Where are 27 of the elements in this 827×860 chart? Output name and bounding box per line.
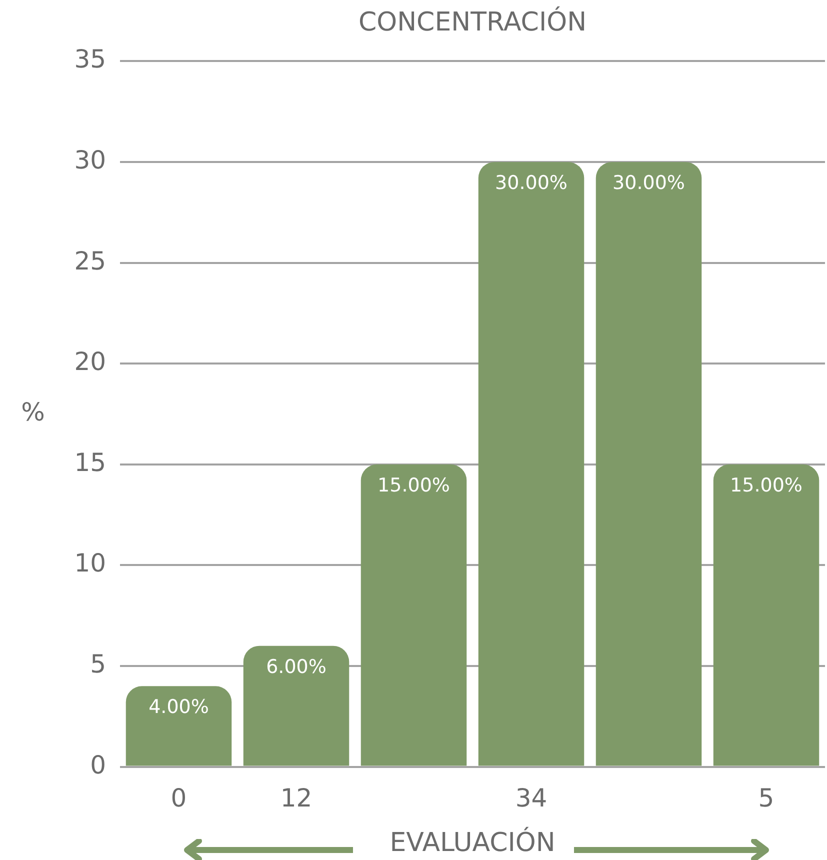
y-tick-label: 10 (74, 548, 106, 578)
data-label: 30.00% (612, 172, 685, 194)
y-tick-label: 15 (74, 448, 106, 477)
bar (478, 162, 584, 766)
data-label: 4.00% (148, 696, 209, 718)
data-label: 15.00% (378, 474, 450, 496)
data-label: 30.00% (495, 172, 568, 194)
x-axis-title: EVALUACIÓN (390, 826, 556, 858)
y-tick-label: 0 (90, 750, 106, 780)
bar (713, 464, 820, 766)
y-tick-label: 5 (90, 650, 106, 678)
bar (360, 464, 467, 766)
data-label: 6.00% (266, 656, 326, 678)
y-tick-label: 25 (74, 246, 106, 276)
bar (126, 686, 232, 766)
x-tick-label: 0 (170, 783, 187, 812)
y-axis-title: % (21, 398, 45, 426)
bar (596, 162, 702, 766)
chart-title: CONCENTRACIÓN (358, 5, 587, 38)
data-label: 15.00% (730, 474, 802, 496)
x-tick-label: 5 (758, 783, 774, 812)
y-tick-label: 30 (74, 146, 106, 174)
x-tick-label: 12 (280, 783, 312, 812)
y-tick-label: 35 (74, 44, 106, 74)
y-tick-label: 20 (74, 347, 106, 376)
x-tick-label: 34 (515, 783, 548, 812)
bar (243, 646, 350, 766)
